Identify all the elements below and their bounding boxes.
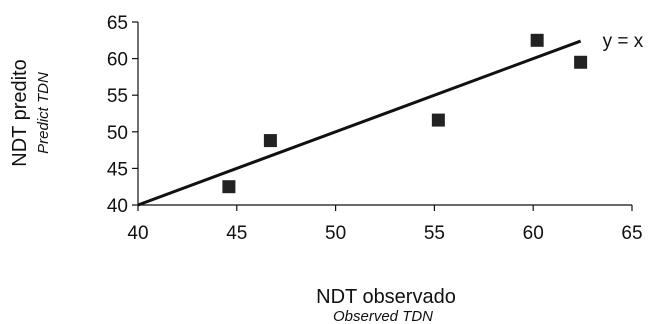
reference-line-group: y = x [137, 31, 644, 207]
data-point [574, 55, 588, 69]
x-tick-label: 60 [523, 223, 544, 244]
data-point [222, 180, 236, 194]
x-axis-subtitle: Observed TDN [333, 308, 433, 324]
y-ticks: 40 45 50 55 60 65 [107, 13, 138, 217]
y-tick-label: 60 [107, 50, 128, 71]
y-tick-label: 45 [107, 159, 128, 180]
y-tick-label: 65 [107, 13, 128, 34]
data-point [263, 134, 277, 148]
reference-line [137, 39, 582, 207]
x-tick-label: 45 [226, 223, 247, 244]
y-tick-label: 40 [107, 196, 128, 217]
data-point [431, 113, 445, 127]
x-tick-label: 50 [325, 223, 346, 244]
x-axis-title: NDT observado [316, 286, 456, 308]
data-point [530, 33, 544, 47]
y-tick-label: 55 [107, 86, 128, 107]
y-axis-title: NDT predito [9, 59, 31, 166]
x-tick-label: 65 [621, 223, 642, 244]
x-tick-label: 55 [424, 223, 445, 244]
axes [137, 22, 632, 206]
x-tick-label: 40 [127, 223, 148, 244]
y-tick-label: 50 [107, 123, 128, 144]
y-axis-subtitle: Predict TDN [35, 72, 52, 154]
data-points [222, 33, 588, 194]
reference-line-label: y = x [603, 31, 644, 52]
x-ticks: 40 45 50 55 60 65 [127, 205, 643, 244]
